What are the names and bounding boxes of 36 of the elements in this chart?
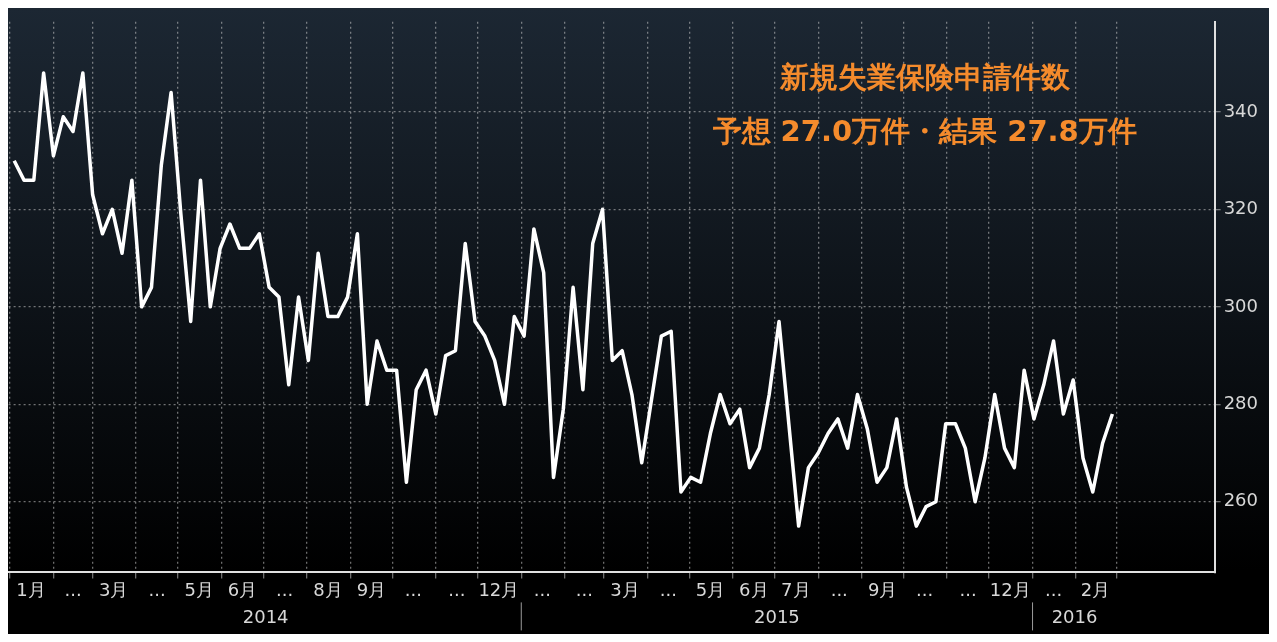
y-tick-label: 260 xyxy=(1223,489,1258,511)
x-tick-label: 5月 xyxy=(695,578,726,600)
x-tick-label: ... xyxy=(830,578,848,600)
x-tick-label: 3月 xyxy=(610,578,640,600)
x-tick-label: 12月 xyxy=(478,578,520,600)
x-tick-label: 6月 xyxy=(227,578,258,600)
text: 新規失業保険申請件数 xyxy=(778,60,1071,95)
x-tick-label: ... xyxy=(275,578,294,600)
x-tick-label: 3月 xyxy=(98,578,129,600)
text: 2015 xyxy=(754,606,800,628)
x-tick-label: 9月 xyxy=(356,578,387,600)
x-tick-label: ... xyxy=(404,578,422,600)
x-tick-label: ... xyxy=(916,578,934,600)
x-tick-label: ... xyxy=(575,578,593,600)
x-tick-label: 6月 xyxy=(739,578,769,600)
x-tick-label: ... xyxy=(659,578,677,600)
x-tick-label: ... xyxy=(959,578,977,600)
text: 2016 xyxy=(1051,606,1098,628)
y-tick-label: 300 xyxy=(1223,294,1258,316)
y-tick-label: 320 xyxy=(1223,197,1258,219)
x-tick-label: ... xyxy=(148,578,166,600)
x-tick-label: 1月 xyxy=(16,578,46,600)
x-tick-label: 7月 xyxy=(781,578,811,600)
x-tick-label: 8月 xyxy=(313,578,343,600)
x-tick-label: ... xyxy=(533,578,551,600)
y-tick-label: 340 xyxy=(1223,99,1258,121)
x-tick-label: 5月 xyxy=(184,578,214,600)
x-tick-label: 9月 xyxy=(867,578,898,600)
x-tick-label: 12月 xyxy=(989,578,1031,600)
text: 予想 27.0万件・結果 27.8万件 xyxy=(711,114,1137,149)
x-tick-label: ... xyxy=(448,578,466,600)
text: 2014 xyxy=(242,606,289,628)
x-tick-label: 2月 xyxy=(1080,578,1111,600)
x-tick-label: ... xyxy=(64,578,82,600)
x-tick-label: ... xyxy=(1044,578,1063,600)
y-tick-label: 280 xyxy=(1223,391,1258,413)
